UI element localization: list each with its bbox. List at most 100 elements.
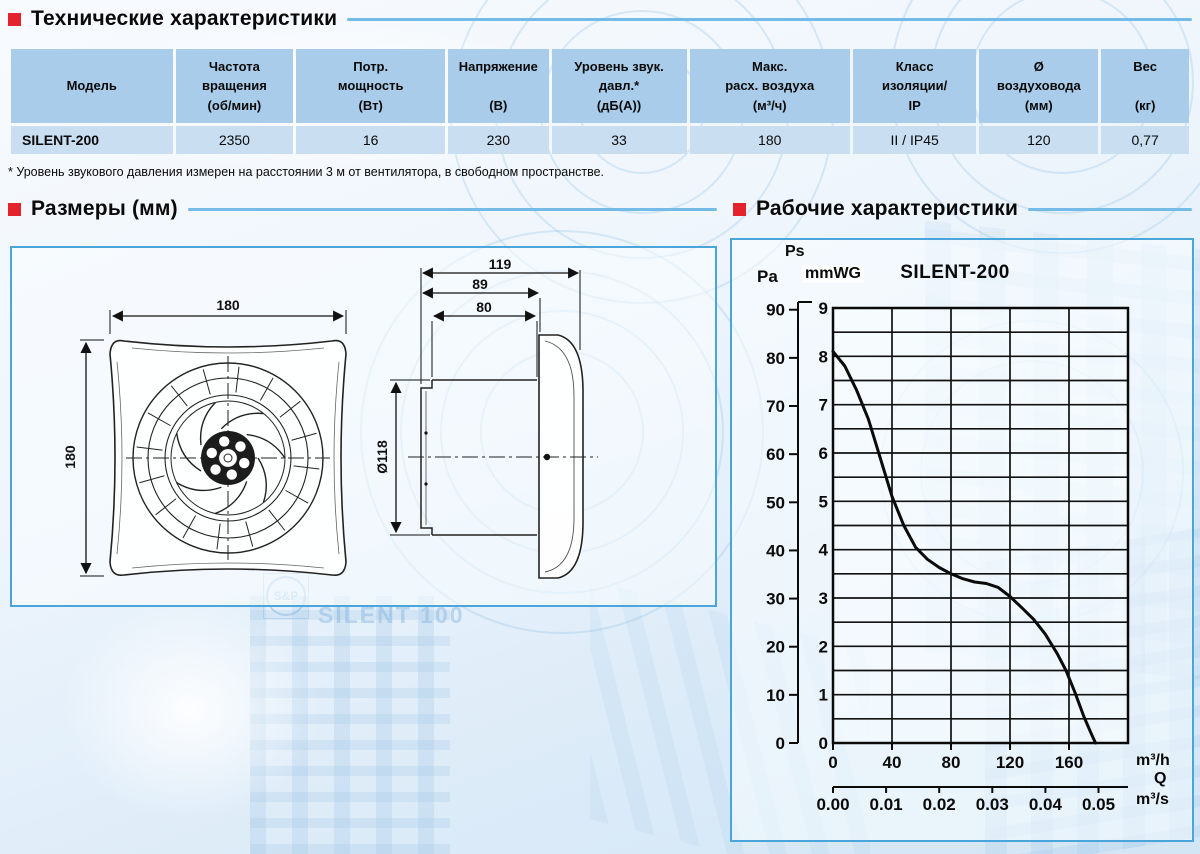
- col-insulation: Класс изоляции/ IP: [852, 49, 977, 123]
- dim-label-front-width: 180: [216, 297, 240, 313]
- pa-tick-label: 20: [766, 638, 785, 657]
- col-power: Потр. мощность (Вт): [296, 49, 446, 123]
- grille-spoke: [268, 509, 286, 531]
- x2-tick-label: 0.03: [976, 795, 1009, 814]
- grille-spoke: [202, 369, 211, 395]
- cell-sound: 33: [551, 126, 687, 154]
- section-perf-header: Рабочие характеристики: [733, 197, 1192, 221]
- grille-spoke: [155, 498, 177, 516]
- grille-spoke: [285, 489, 309, 504]
- mmwg-tick-label: 1: [819, 686, 828, 705]
- table-row: SILENT-200 2350 16 230 33 180 II / IP45 …: [11, 126, 1189, 154]
- impeller-blade: [214, 481, 248, 515]
- grille-spoke: [170, 385, 188, 407]
- col-sound: Уровень звук. давл.* (дБ(А)): [551, 49, 687, 123]
- pa-tick-label: 90: [766, 301, 785, 320]
- grille-spoke: [139, 475, 165, 484]
- impeller-blade: [246, 433, 286, 459]
- cell-weight: 0,77: [1101, 126, 1189, 154]
- mmwg-tick-label: 0: [819, 734, 828, 753]
- pa-tick-label: 30: [766, 590, 785, 609]
- chart-x-unit-m3h: m³/h: [1136, 752, 1170, 769]
- hub-hole: [239, 457, 250, 469]
- section-rule: [187, 207, 717, 211]
- dimensions-drawing: [80, 267, 598, 579]
- cell-airflow: 180: [689, 126, 850, 154]
- hub-hole: [219, 436, 230, 447]
- chart-pa-axis-label: Pa: [757, 267, 778, 286]
- fan-curve: [831, 350, 1097, 745]
- cell-speed: 2350: [175, 126, 294, 154]
- x2-axis: 0.00 0.01 0.02 0.03 0.04 0.05: [816, 786, 1128, 814]
- impeller-blade: [176, 482, 222, 492]
- impeller-blade: [176, 433, 202, 472]
- plot-border: [831, 306, 1130, 745]
- x2-tick-label: 0.02: [923, 795, 956, 814]
- grille-spoke: [291, 432, 317, 441]
- pa-tick-label: 60: [766, 445, 785, 464]
- x-tick-label: 40: [883, 753, 902, 772]
- section-tech-header: Технические характеристики: [8, 7, 1192, 31]
- pa-tick-label: 10: [766, 686, 785, 705]
- haze-blob: [60, 600, 320, 820]
- grille-spoke: [147, 412, 171, 427]
- red-square-bullet-icon: [8, 12, 21, 26]
- mmwg-tick-label: 5: [819, 492, 828, 511]
- sound-level-footnote: * Уровень звукового давления измерен на …: [8, 164, 605, 179]
- dim-label-front-height: 180: [62, 445, 78, 469]
- cell-model: SILENT-200: [11, 126, 173, 154]
- section-dims-header: Размеры (мм): [8, 197, 717, 221]
- col-weight: Вес (кг): [1101, 49, 1189, 123]
- x2-tick-label: 0.01: [870, 795, 903, 814]
- fan-blades: [136, 366, 320, 550]
- pa-tick-label: 70: [766, 397, 785, 416]
- table-header-row: Модель Частота вращения (об/мин) Потр. м…: [11, 49, 1189, 123]
- col-duct: Ø воздуховода (мм): [979, 49, 1099, 123]
- hub-hole: [210, 464, 221, 475]
- grille-spoke: [245, 521, 254, 547]
- chart-q-symbol: Q: [1154, 770, 1167, 787]
- mmwg-tick-label: 2: [819, 637, 828, 656]
- x2-tick-label: 0.05: [1082, 795, 1115, 814]
- col-airflow: Макс. расх. воздуха (м³/ч): [689, 49, 850, 123]
- section-perf-title: Рабочие характеристики: [756, 197, 1019, 220]
- pa-tick-label: 80: [766, 349, 785, 368]
- section-tech-title: Технические характеристики: [31, 7, 338, 30]
- grid: [833, 308, 1128, 743]
- mmwg-tick-label: 4: [819, 541, 829, 560]
- fan-hub-holes: [206, 436, 250, 480]
- red-square-bullet-icon: [8, 202, 21, 216]
- section-dims-title: Размеры (мм): [31, 197, 178, 220]
- x2-tick-label: 0.04: [1029, 795, 1063, 814]
- dim-label-depth-total: 119: [488, 256, 512, 272]
- x-tick-label: 0: [828, 753, 837, 772]
- grille-spoke: [293, 465, 320, 470]
- chart-ps-label: Ps: [785, 243, 805, 260]
- mmwg-tick-label: 9: [819, 299, 828, 318]
- front-view: [109, 339, 347, 577]
- pa-tick-label: 50: [766, 493, 785, 512]
- col-speed: Частота вращения (об/мин): [175, 49, 294, 123]
- impeller-blade: [257, 457, 268, 503]
- mmwg-tick-label: 3: [819, 589, 828, 608]
- dim-label-duct-diameter: Ø118: [374, 440, 390, 474]
- impeller-blade: [199, 401, 216, 446]
- section-rule: [347, 17, 1192, 21]
- cell-duct: 120: [979, 126, 1099, 154]
- hub-hole: [226, 469, 237, 480]
- grille-spoke: [259, 377, 274, 401]
- col-voltage: Напряжение (В): [448, 49, 549, 123]
- hub-hole: [206, 447, 217, 459]
- pa-tick-label: 40: [766, 541, 785, 560]
- tech-specs-table: Модель Частота вращения (об/мин) Потр. м…: [8, 46, 1192, 157]
- chart-mmwg-axis-label: mmWG: [802, 265, 864, 283]
- mmwg-tick-label: 6: [819, 444, 828, 463]
- grille-spoke: [216, 523, 221, 550]
- hub-hole: [235, 441, 246, 452]
- x-tick-label: 160: [1055, 753, 1083, 772]
- building-watermark-bottom-left: [250, 596, 450, 854]
- grille-spoke: [182, 515, 197, 539]
- chart-x-unit-m3s: m³/s: [1136, 791, 1169, 808]
